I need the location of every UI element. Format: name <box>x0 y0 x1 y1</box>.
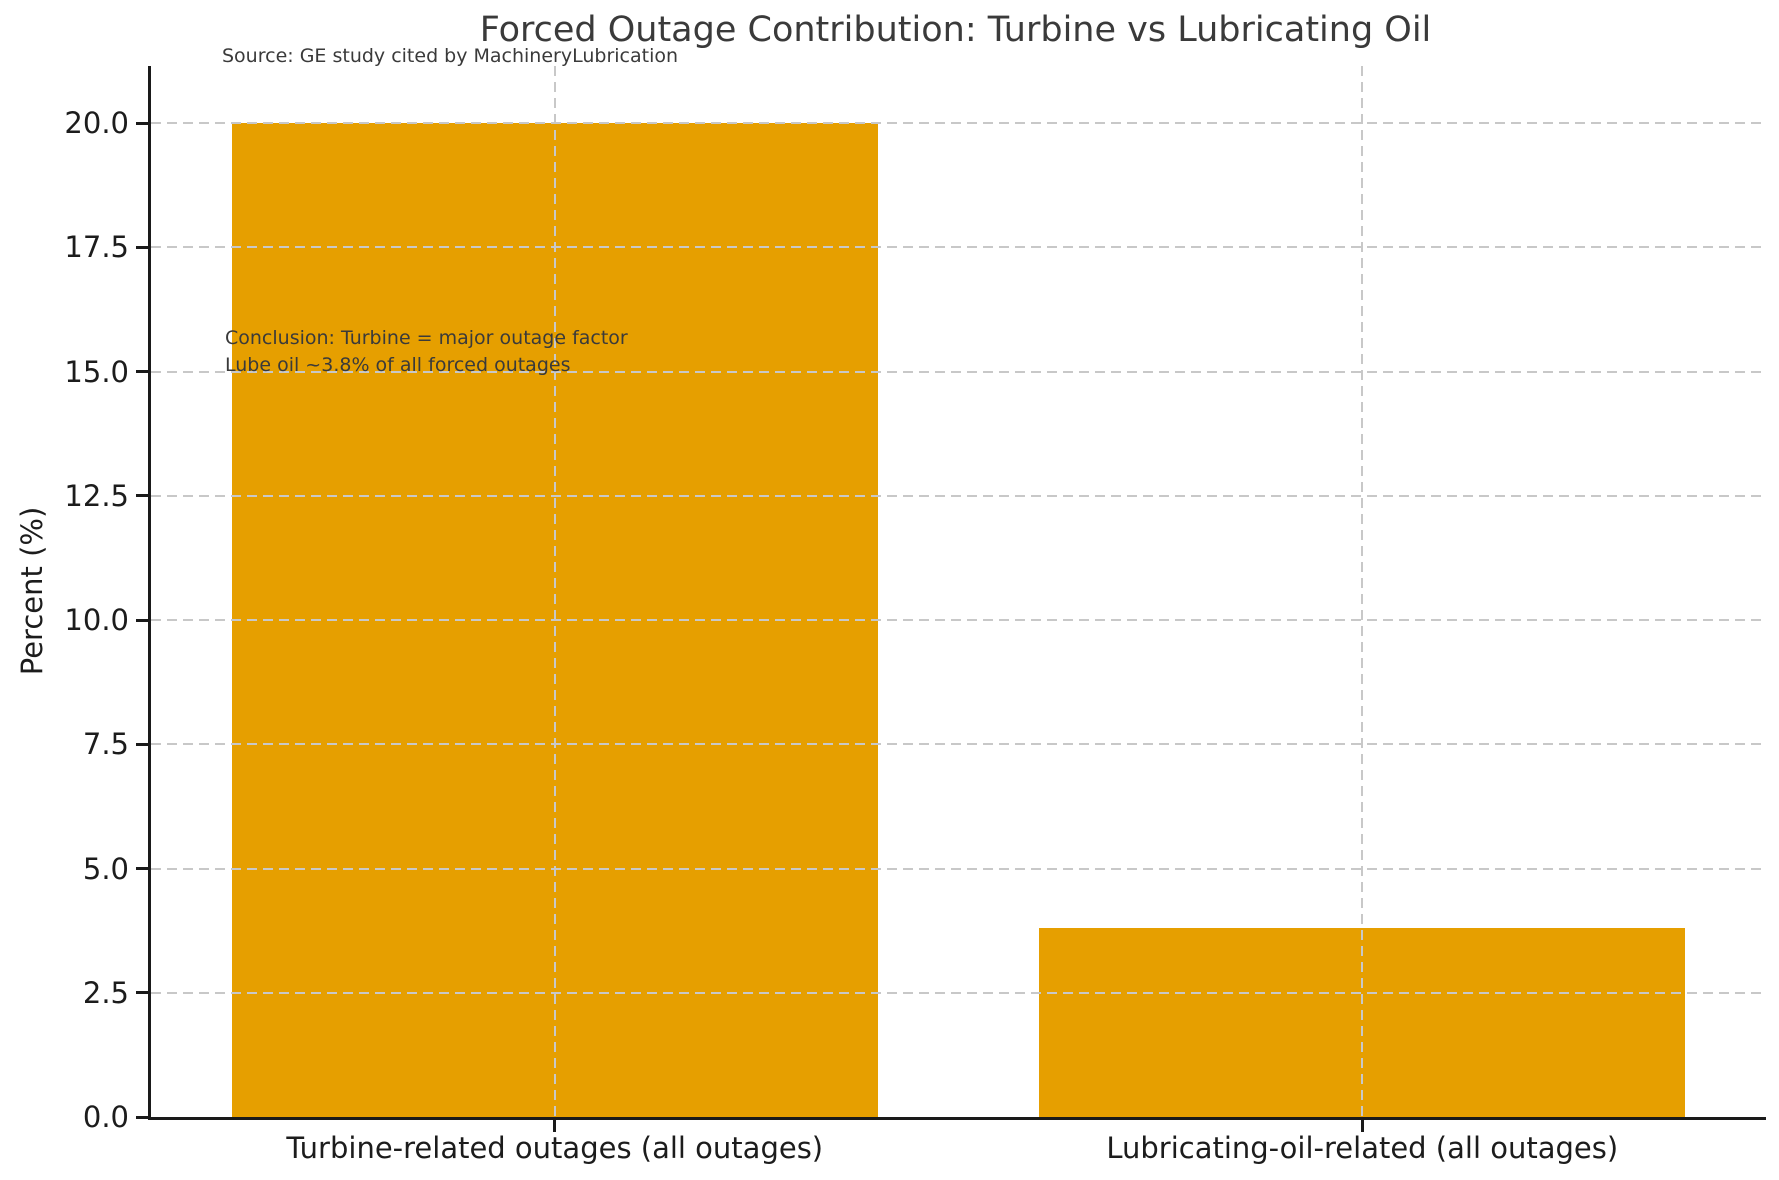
xtick-mark-0 <box>553 1120 557 1132</box>
gridline-y-15 <box>151 370 1766 373</box>
ytick-mark-7.5 <box>136 742 148 746</box>
gridline-y-20 <box>151 122 1766 125</box>
ytick-label-7.5: 7.5 <box>82 727 129 762</box>
ytick-label-12.5: 12.5 <box>64 478 129 513</box>
source-note: Source: GE study cited by MachineryLubri… <box>222 45 679 67</box>
gridline-x-1 <box>1361 66 1364 1117</box>
ytick-label-10: 10.0 <box>64 603 129 638</box>
gridline-y-7.5 <box>151 743 1766 746</box>
ytick-label-17.5: 17.5 <box>64 230 129 265</box>
ytick-mark-12.5 <box>136 494 148 498</box>
ytick-mark-2.5 <box>136 991 148 995</box>
ytick-label-2.5: 2.5 <box>82 975 129 1010</box>
annotation-line-2: Lube oil ~3.8% of all forced outages <box>225 354 571 376</box>
annotation-line-1: Conclusion: Turbine = major outage facto… <box>225 327 628 349</box>
ytick-label-5: 5.0 <box>82 851 129 886</box>
ytick-mark-10 <box>136 618 148 622</box>
ytick-label-20: 20.0 <box>64 106 129 141</box>
xtick-label-1: Lubricating-oil-related (all outages) <box>1106 1131 1619 1165</box>
ytick-mark-5 <box>136 867 148 871</box>
ytick-mark-0 <box>136 1115 148 1119</box>
gridline-y-5 <box>151 867 1766 870</box>
ytick-label-0: 0.0 <box>82 1100 129 1134</box>
gridline-y-10 <box>151 619 1766 622</box>
gridline-y-12.5 <box>151 494 1766 497</box>
ytick-mark-20 <box>136 121 148 125</box>
xtick-label-0: Turbine-related outages (all outages) <box>286 1131 824 1165</box>
plot-area: Conclusion: Turbine = major outage facto… <box>64 66 1766 1165</box>
xtick-mark-1 <box>1360 1120 1364 1132</box>
chart-title: Forced Outage Contribution: Turbine vs L… <box>479 10 1432 50</box>
ytick-mark-15 <box>136 370 148 374</box>
ytick-label-15: 15.0 <box>64 354 129 389</box>
y-axis-label: Percent (%) <box>15 506 49 676</box>
gridline-y-2.5 <box>151 991 1766 994</box>
ytick-mark-17.5 <box>136 245 148 249</box>
annotation-text: Conclusion: Turbine = major outage facto… <box>225 325 628 379</box>
gridline-y-17.5 <box>151 246 1766 249</box>
gridline-x-0 <box>553 66 556 1117</box>
